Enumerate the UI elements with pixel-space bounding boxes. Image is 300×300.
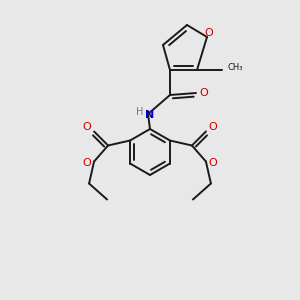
Text: O: O xyxy=(208,122,217,133)
Text: O: O xyxy=(205,28,213,38)
Text: O: O xyxy=(83,158,92,167)
Text: CH₃: CH₃ xyxy=(228,64,244,73)
Text: O: O xyxy=(200,88,208,98)
Text: O: O xyxy=(208,158,217,167)
Text: H: H xyxy=(136,107,144,117)
Text: O: O xyxy=(83,122,92,133)
Text: N: N xyxy=(146,110,154,120)
